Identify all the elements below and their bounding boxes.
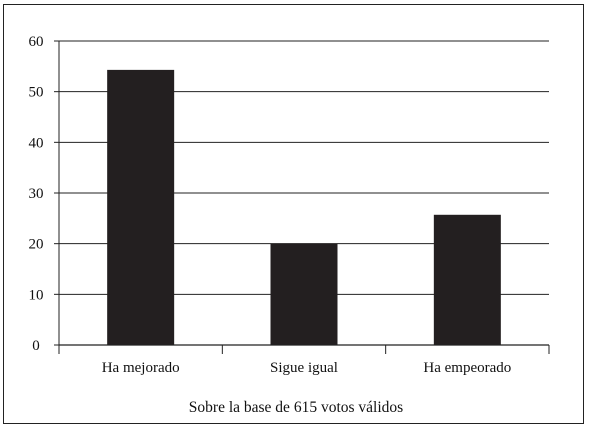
x-tick-label: Ha mejorado: [102, 360, 180, 376]
y-tick-label: 0: [32, 338, 40, 354]
y-tick-label: 30: [29, 186, 44, 202]
y-tick-label: 20: [29, 237, 44, 253]
y-tick-label: 60: [29, 34, 44, 50]
bar-ha-mejorado: [107, 69, 175, 345]
x-tick-label: Sigue igual: [270, 360, 338, 376]
y-tick-label: 40: [29, 135, 44, 151]
x-axis: Ha mejorado Sigue igual Ha empeorado: [58, 344, 550, 376]
bar-ha-empeorado: [433, 214, 501, 345]
x-axis-caption: Sobre la base de 615 votos válidos: [189, 399, 403, 416]
chart-frame: [3, 4, 584, 424]
bars: [107, 69, 501, 345]
bar-sigue-igual: [270, 243, 338, 345]
y-axis-ticks: 0 10 20 30 40 50 60: [29, 34, 60, 354]
y-tick-label: 50: [29, 85, 44, 101]
y-tick-label: 10: [29, 287, 44, 303]
x-tick-label: Ha empeorado: [423, 360, 511, 376]
